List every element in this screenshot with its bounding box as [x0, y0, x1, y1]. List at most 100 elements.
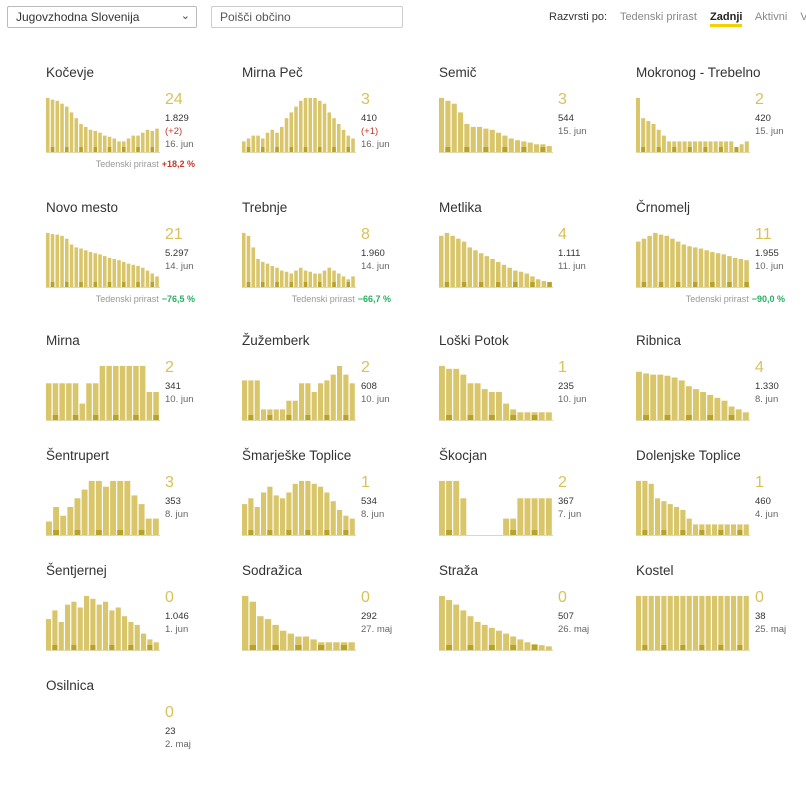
municipality-card[interactable]: Sodražica 0 292 27. maj [242, 563, 432, 683]
last-day-cases: 0 [361, 589, 370, 606]
chart-bar [303, 270, 308, 288]
municipality-name: Ribnica [636, 333, 682, 348]
total-cases: 1.330 [755, 381, 779, 392]
municipality-card[interactable]: Kostel 0 38 25. maj [636, 563, 806, 683]
municipality-card[interactable]: Ribnica 4 1.330 8. jun [636, 333, 806, 453]
chart-bar [305, 480, 311, 536]
chart-bar [59, 383, 65, 421]
municipality-card[interactable]: Črnomelj 11 1.955 10. jun Tedenski prirast −9… [636, 200, 806, 320]
municipality-card[interactable]: Dolenjske Toplice 1 460 4. jun [636, 448, 806, 568]
municipality-name: Metlika [439, 200, 482, 215]
chart-bar [88, 252, 93, 288]
municipality-card[interactable]: Metlika 4 1.111 11. jun [439, 200, 629, 320]
last-date: 8. jun [361, 509, 385, 520]
chart-bar [141, 633, 147, 651]
chart-bar-active [52, 415, 59, 421]
chart-bar [112, 138, 117, 153]
chart-bar-active [153, 415, 159, 421]
weekly-growth-label: Tedenski prirast [95, 159, 159, 169]
chart-bar [484, 256, 490, 288]
municipality-card[interactable]: Žužemberk 2 608 10. jun [242, 333, 432, 453]
chart-bar-active [286, 415, 292, 421]
chart-bar [474, 622, 481, 651]
last-date: 8. jun [165, 509, 189, 520]
total-cases: 544 [558, 113, 574, 124]
chart-bar-active [107, 282, 112, 288]
last-date: 14. jun [361, 261, 390, 272]
municipality-card[interactable]: Mirna 2 341 10. jun [46, 333, 236, 453]
weekly-growth-value: +18,2 % [161, 159, 195, 169]
chart-bar-active [718, 530, 724, 536]
chart-bar [643, 373, 650, 421]
chart-bar [707, 394, 714, 421]
chart-bar-active [95, 530, 102, 536]
municipality-card[interactable]: Trebnje 8 1.960 14. jun Tedenski prirast −66,… [242, 200, 432, 320]
total-cases: 292 [361, 611, 377, 622]
chart-bar [445, 100, 451, 153]
chart-bar [272, 624, 279, 651]
chart-bar [460, 374, 467, 421]
municipality-card[interactable]: Škocjan 2 367 7. jun [439, 448, 629, 568]
chart-bar-active [547, 282, 552, 288]
chart-bar-active [246, 147, 251, 153]
municipality-card[interactable]: Loški Potok 1 235 10. jun [439, 333, 629, 453]
chart-bar [678, 380, 685, 421]
chart-bar [636, 97, 640, 153]
sort-option-last[interactable]: Zadnji [710, 11, 743, 27]
chart-bar-active [71, 645, 77, 651]
chart-bar [648, 595, 654, 651]
municipality-card[interactable]: Osilnica 0 23 2. maj [46, 678, 236, 798]
municipality-card[interactable]: Šmarješke Toplice 1 534 8. jun [242, 448, 432, 568]
chart-bar-active [513, 282, 518, 288]
chart-bar [349, 518, 355, 536]
chart-bar [46, 619, 52, 651]
chart-bar [139, 365, 146, 421]
chart-bar [439, 480, 445, 536]
chart-bar [467, 383, 474, 421]
chart-bar [65, 604, 71, 651]
municipality-card[interactable]: Novo mesto 21 5.297 14. jun Tedenski prirast… [46, 200, 236, 320]
sort-option-active[interactable]: Aktivni [754, 11, 788, 23]
search-input[interactable] [211, 6, 403, 28]
region-select[interactable]: Jugovzhodna Slovenija ⌄ [7, 6, 197, 28]
municipality-card[interactable]: Mokronog - Trebelno 2 420 15. jun [636, 65, 806, 185]
chart-bar-active [710, 282, 715, 288]
chart-bar [670, 238, 675, 288]
last-day-cases: 0 [165, 589, 174, 606]
chart-bar [246, 235, 251, 288]
chart-bar [510, 518, 517, 536]
last-day-cases: 3 [165, 474, 174, 491]
chart-bar [664, 235, 669, 288]
chart-bar [55, 100, 60, 153]
chart-bar [81, 489, 88, 536]
chart-bar [531, 498, 538, 536]
sort-option-weekly[interactable]: Tedenski prirast [619, 11, 697, 23]
chart-bar [117, 141, 121, 153]
chart-bar [541, 281, 547, 288]
municipality-card[interactable]: Šentrupert 3 353 8. jun [46, 448, 236, 568]
last-date: 14. jun [165, 261, 194, 272]
chart-bar-active [656, 147, 661, 153]
municipality-card[interactable]: Straža 0 507 26. maj [439, 563, 629, 683]
chart-bar-active [699, 530, 705, 536]
chart-bar [693, 141, 697, 153]
last-day-cases: 11 [755, 226, 772, 243]
chart-bar [439, 365, 445, 421]
chart-bar [704, 250, 709, 288]
last-day-cases: 1 [755, 474, 764, 491]
sort-option-v[interactable]: V [800, 11, 806, 23]
municipality-card[interactable]: Semič 3 544 15. jun [439, 65, 629, 185]
chart-bar [153, 392, 159, 421]
total-cases: 235 [558, 381, 574, 392]
chart-bar [98, 132, 102, 153]
chart-bar [322, 103, 327, 153]
municipality-card[interactable]: Mirna Peč 3 410 (+1) 16. jun [242, 65, 432, 185]
chart-bar [302, 636, 310, 651]
municipality-card[interactable]: Kočevje 24 1.829 (+2) 16. jun Tedenski priras… [46, 65, 236, 185]
municipality-card[interactable]: Šentjernej 0 1.046 1. jun [46, 563, 236, 683]
last-day-cases: 3 [558, 91, 567, 108]
chart-bar [337, 124, 341, 153]
chart-bar [517, 498, 524, 536]
chart-bar [145, 518, 152, 536]
chart-bar [280, 270, 284, 288]
